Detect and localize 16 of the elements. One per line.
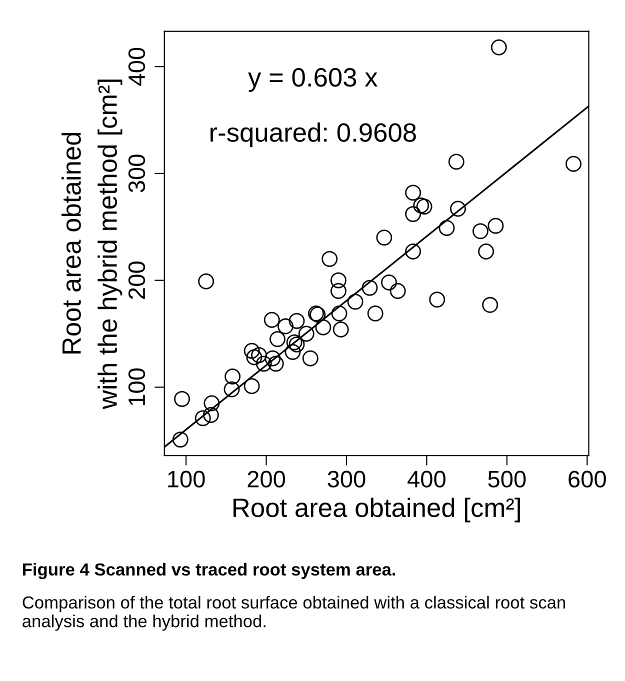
text: Comparison of the total root surface obtained with a classical root scan analysis and the hybrid method. [22,596,566,631]
annotation: y = 0.603 x [248,68,378,92]
x-tick-label: 200 [248,470,286,488]
x-tick-label: 300 [328,470,366,488]
x-tick-label: 400 [408,470,446,488]
y-tick-label: 200 [128,262,146,299]
x-tick-label: 600 [568,470,606,488]
y-axis-title: Root area obtained with the hybrid method [cm²] [62,80,122,410]
y-tick-label: 100 [128,368,146,406]
y-tick-label: 300 [128,154,146,192]
x-tick-label: 500 [488,470,526,488]
annotation: r-squared: 0.9608 [210,122,416,148]
y-tick-label: 400 [128,48,146,86]
caption: Figure 4 Scanned vs traced root system area. [23,562,396,580]
x-tick-label: 100 [168,470,205,488]
x-axis-title: Root area obtained [cm²] [234,498,520,522]
